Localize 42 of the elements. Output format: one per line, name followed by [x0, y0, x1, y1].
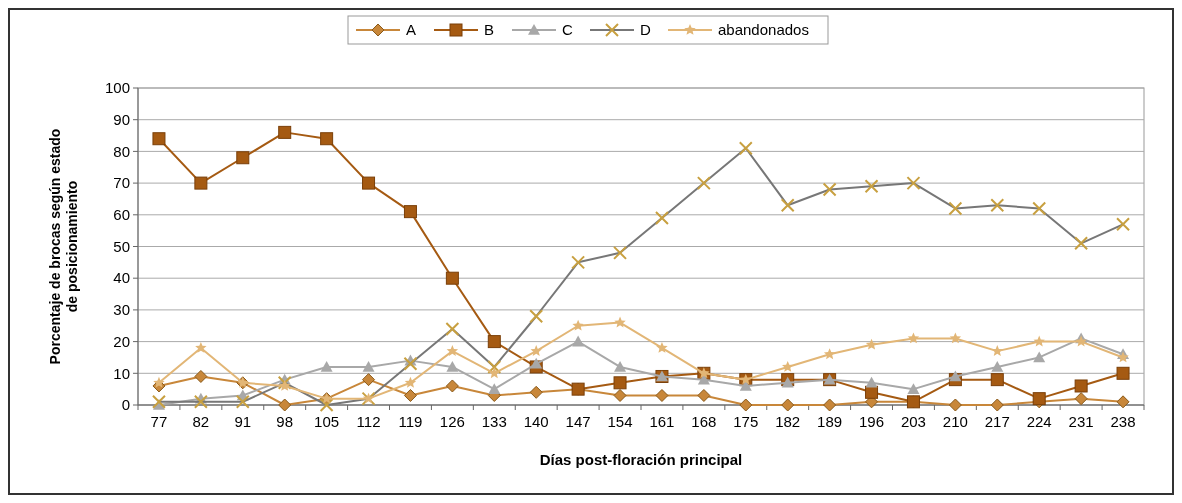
- legend-label: C: [562, 21, 573, 39]
- y-axis-title: Porcentaje de brocas según estado de posicionamiento: [47, 128, 80, 365]
- x-tick-label: 182: [775, 413, 801, 430]
- y-tick-label: 0: [121, 396, 130, 414]
- y-tick-label: 40: [113, 269, 130, 287]
- x-tick-label: 161: [649, 413, 675, 430]
- y-tick-label: 80: [113, 142, 130, 160]
- x-tick-label: 231: [1068, 413, 1094, 430]
- x-tick-label: 196: [859, 413, 885, 430]
- x-tick-label: 224: [1026, 413, 1052, 430]
- y-tick-label: 100: [104, 79, 130, 97]
- x-tick-label: 238: [1110, 413, 1136, 430]
- y-tick-label: 10: [113, 364, 130, 382]
- y-tick-label: 60: [113, 206, 130, 224]
- x-tick-label: 210: [942, 413, 968, 430]
- legend-label: A: [406, 21, 417, 39]
- x-tick-label: 91: [234, 413, 252, 430]
- legend-label: B: [484, 21, 495, 39]
- x-tick-label: 133: [481, 413, 507, 430]
- x-tick-label: 175: [733, 413, 759, 430]
- x-tick-label: 126: [439, 413, 465, 430]
- x-tick-label: 112: [356, 413, 381, 430]
- x-tick-label: 168: [691, 413, 717, 430]
- x-tick-label: 105: [314, 413, 340, 430]
- x-tick-label: 98: [276, 413, 294, 430]
- y-tick-label: 50: [113, 237, 130, 255]
- legend-label: D: [640, 21, 651, 39]
- x-tick-label: 77: [150, 413, 168, 430]
- legend-label: abandonados: [718, 21, 809, 39]
- x-tick-label: 154: [607, 413, 633, 430]
- y-tick-label: 90: [113, 110, 130, 128]
- y-tick-label: 30: [113, 301, 130, 319]
- x-tick-label: 82: [192, 413, 210, 430]
- x-tick-label: 189: [817, 413, 843, 430]
- x-tick-label: 217: [984, 413, 1010, 430]
- x-tick-label: 119: [398, 413, 423, 430]
- x-tick-label: 140: [523, 413, 549, 430]
- x-tick-label: 147: [565, 413, 591, 430]
- x-tick-label: 203: [900, 413, 926, 430]
- y-tick-label: 20: [113, 332, 130, 350]
- x-axis-title: Días post-floración principal: [539, 451, 743, 468]
- y-tick-label: 70: [113, 174, 130, 192]
